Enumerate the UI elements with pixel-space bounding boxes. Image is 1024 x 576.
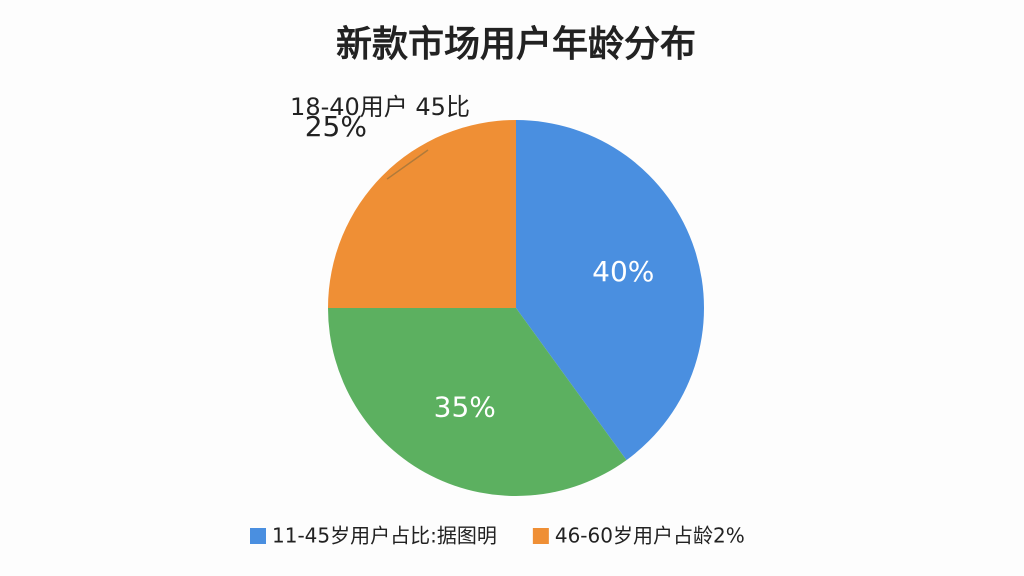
pie-slice: [516, 120, 704, 461]
value-label: 35%: [434, 391, 496, 424]
pie-slice: [328, 308, 627, 496]
legend-swatch: [250, 528, 266, 544]
leader-line: [386, 149, 429, 180]
value-label: 25%: [305, 110, 367, 143]
value-label: 40%: [592, 255, 654, 288]
annotation: 18-40用户 45比: [290, 93, 470, 121]
pie-slice: [328, 120, 516, 308]
legend-swatch: [532, 528, 549, 544]
chart-title: 新款市场用户年龄分布: [336, 24, 696, 65]
legend-label: 46-60岁用户占龄2%: [555, 524, 745, 548]
legend-label: 11-45岁用户占比:据图明: [272, 524, 497, 548]
